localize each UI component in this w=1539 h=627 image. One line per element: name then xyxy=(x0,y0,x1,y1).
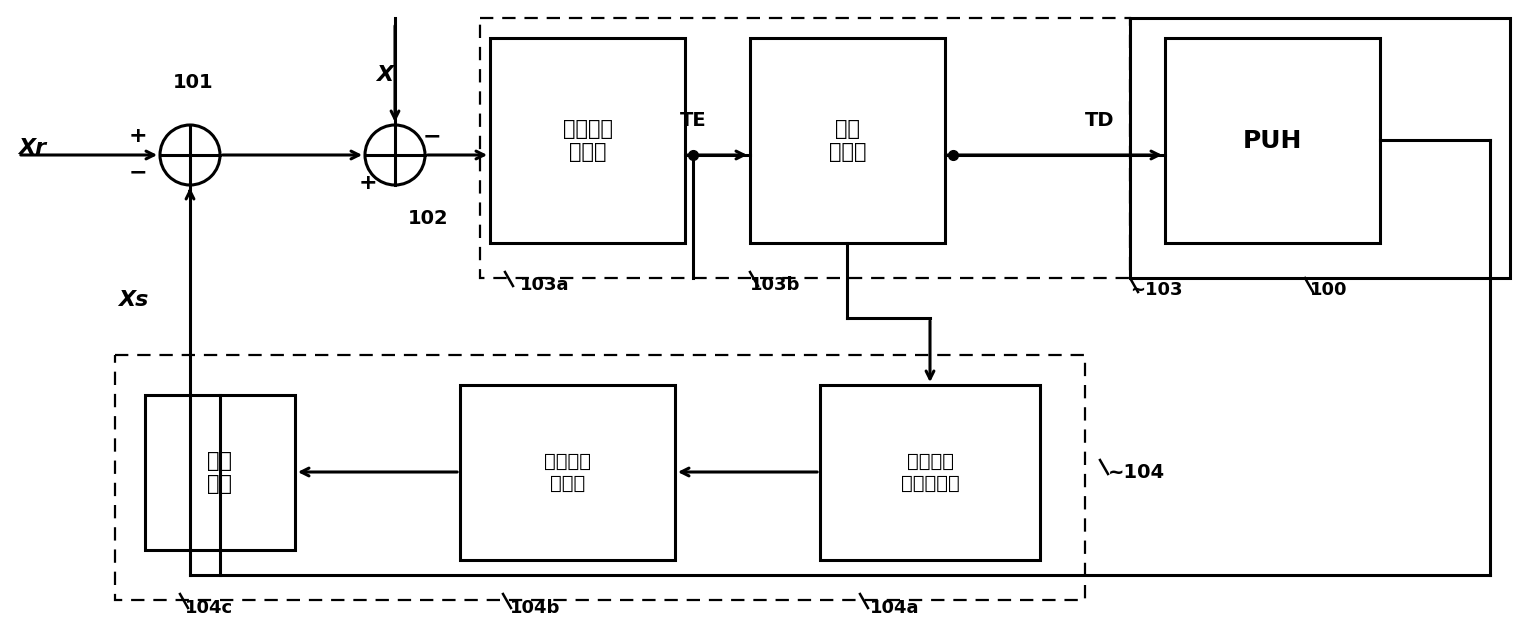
Text: +: + xyxy=(359,173,377,193)
Text: TE: TE xyxy=(680,110,706,130)
Text: Xr: Xr xyxy=(18,138,46,158)
Text: Xs: Xs xyxy=(119,290,148,310)
Circle shape xyxy=(365,125,425,185)
Circle shape xyxy=(160,125,220,185)
Text: X: X xyxy=(377,65,394,85)
Bar xyxy=(145,395,295,550)
Text: 进给
电机: 进给 电机 xyxy=(208,451,232,494)
Bar xyxy=(749,38,945,243)
Text: −: − xyxy=(423,126,442,146)
Bar xyxy=(1130,18,1510,278)
Bar xyxy=(460,385,676,560)
Text: 104b: 104b xyxy=(509,599,560,617)
Text: +: + xyxy=(129,126,148,146)
Text: 跟踪
控制部: 跟踪 控制部 xyxy=(828,119,866,162)
Text: 100: 100 xyxy=(1310,281,1348,299)
Bar xyxy=(1165,38,1380,243)
Text: ~103: ~103 xyxy=(1130,281,1182,299)
Text: 104c: 104c xyxy=(185,599,232,617)
Bar xyxy=(115,355,1085,600)
Text: ~104: ~104 xyxy=(1108,463,1165,482)
Text: 103a: 103a xyxy=(520,276,569,294)
Text: 101: 101 xyxy=(172,73,214,92)
Bar xyxy=(820,385,1040,560)
Text: 104a: 104a xyxy=(870,599,919,617)
Bar xyxy=(480,18,1130,278)
Text: −: − xyxy=(129,162,148,182)
Text: 102: 102 xyxy=(408,209,449,228)
Text: 进给移送
错误检出部: 进给移送 错误检出部 xyxy=(900,452,959,493)
Text: 103b: 103b xyxy=(749,276,800,294)
Text: 进给移送
控制部: 进给移送 控制部 xyxy=(543,452,591,493)
Bar xyxy=(489,38,685,243)
Text: TD: TD xyxy=(1085,110,1114,130)
Text: 跟踪错误
检出部: 跟踪错误 检出部 xyxy=(562,119,613,162)
Text: PUH: PUH xyxy=(1244,129,1302,152)
